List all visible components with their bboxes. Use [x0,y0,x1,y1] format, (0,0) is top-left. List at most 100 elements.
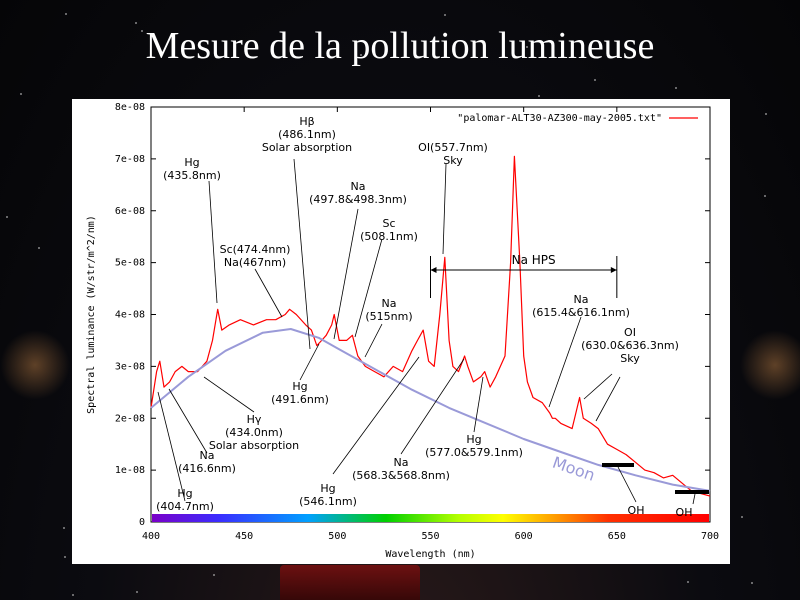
annotation-hg-404-line: Hg [177,487,192,500]
annotation-hbeta-line: Hβ [299,115,314,128]
star [38,247,41,250]
annotation-oh-2-pointer [692,493,696,505]
city-lights-right [740,330,800,400]
annotation-sc-474-line: Sc(474.4nm) [220,243,291,256]
x-tick-label: 450 [235,531,253,542]
annotation-oh-2-line: OH [676,506,693,519]
star [360,54,363,57]
visible-spectrum-strip [152,514,709,522]
y-tick-label: 7e-08 [115,154,145,165]
annotation-oi-557-line: Sky [443,154,463,167]
annotation-hg-491-pointer [299,343,320,381]
spectrum-chart-svg: 0 1e-08 2e-08 3e-08 4e-08 5e-08 6e-08 7e-08 8e-0… [86,102,719,560]
y-tick-label: 6e-08 [115,206,145,217]
annotation-hbeta-line: Solar absorption [262,141,352,154]
annotation-hg-404-pointer [157,391,186,502]
annotation-hg-404-line: (404.7nm) [156,500,214,513]
star [71,594,74,597]
annotation-na-416-line: Na [200,449,215,462]
annotation-na-497-pointer [333,208,359,340]
x-tick-label: 700 [701,531,719,542]
star [136,591,139,594]
annotation-hg-577-line: Hg [466,433,481,446]
annotation-hg-491-line: (491.6nm) [271,393,329,406]
annotation-hbeta-line: (486.1nm) [278,128,336,141]
y-axis-label: Spectral luminance (W/str/m^2/nm) [86,215,97,414]
annotation-na-515-pointer [364,323,383,358]
star [63,555,66,558]
x-tick-label: 500 [328,531,346,542]
annotation-na-515-line: (515nm) [365,310,412,323]
star [5,215,8,218]
y-tick-label: 1e-08 [115,465,145,476]
star [443,14,446,17]
annotation-hgamma-line: Hγ [247,413,262,426]
star [213,573,216,576]
annotation-na-568-line: Na [394,456,409,469]
annotation-hbeta-pointer [293,158,311,350]
annotation-na-615-pointer [548,316,582,408]
annotation-sc-474-pointer [254,268,283,318]
city-lights-left [0,330,70,400]
annotation-na-416-pointer [168,388,208,454]
annotation-hg-546-line: Hg [320,482,335,495]
annotation-na-515-line: Na [382,297,397,310]
annotation-hg-546-line: (546.1nm) [299,495,357,508]
annotation-na-497-line: (497.8&498.3nm) [309,193,407,206]
y-tick-label: 3e-08 [115,361,145,372]
annotation-oi-630-line: OI [624,326,636,339]
spectrum-series-line [150,155,711,497]
star [65,12,68,15]
annotation-na-568-line: (568.3&568.8nm) [352,469,450,482]
x-tick-label: 650 [608,531,626,542]
annotation-hg-435-line: Hg [184,156,199,169]
annotation-hg-435-line: (435.8nm) [163,169,221,182]
star [751,581,754,584]
star [594,79,597,82]
annotation-na-497-line: Na [351,180,366,193]
annotation-sc-508-line: (508.1nm) [360,230,418,243]
annotation-oh-1-line: OH [628,504,645,517]
spectrum-chart: 0 1e-08 2e-08 3e-08 4e-08 5e-08 6e-08 7e-08 8e-0… [72,99,730,564]
star [764,113,767,116]
annotation-na-416-line: (416.6nm) [178,462,236,475]
star [62,527,65,530]
star [525,45,528,48]
annotation-oi-630-line: (630.0&636.3nm) [581,339,679,352]
annotation-hgamma-pointer [203,376,255,413]
x-tick-label: 550 [421,531,439,542]
annotation-hgamma-line: Solar absorption [209,439,299,452]
annotation-oi-557-line: OI(557.7nm) [418,141,488,154]
annotation-sc-508-line: Sc [382,217,395,230]
star [741,516,744,519]
y-tick-label: 4e-08 [115,310,145,321]
annotation-oi-630-line: Sky [620,352,640,365]
y-tick-label: 5e-08 [115,258,145,269]
legend-label: "palomar-ALT30-AZ300-may-2005.txt" [457,113,662,124]
star [134,22,137,25]
annotation-hg-491-line: Hg [292,380,307,393]
annotation-moon-line: Moon [550,453,597,485]
star [674,87,677,90]
telescope-foreground [280,565,420,600]
annotation-na-615-line: Na [574,293,589,306]
annotation-sc-508-pointer [354,238,383,338]
star [537,94,540,97]
x-tick-label: 600 [515,531,533,542]
y-tick-label: 0 [139,517,145,528]
annotation-oi-557-pointer [442,163,447,255]
annotation-na-615-line: (615.4&616.1nm) [532,306,630,319]
annotation-oi-630-pointer [583,373,613,400]
annotation-na-hps: Na HPS [512,253,556,267]
y-tick-label: 8e-08 [115,102,145,113]
annotation-oi-630-pointer [595,376,621,422]
annotation-hg-546-pointer [332,356,420,475]
slide-title: Mesure de la pollution lumineuse [145,25,655,67]
x-tick-label: 400 [142,531,160,542]
star [764,194,767,197]
annotation-oh-1-pointer [617,466,637,503]
moon-series-line [150,328,711,492]
x-axis-label: Wavelength (nm) [385,549,475,560]
star [686,581,689,584]
annotation-hg-577-line: (577.0&579.1nm) [425,446,523,459]
